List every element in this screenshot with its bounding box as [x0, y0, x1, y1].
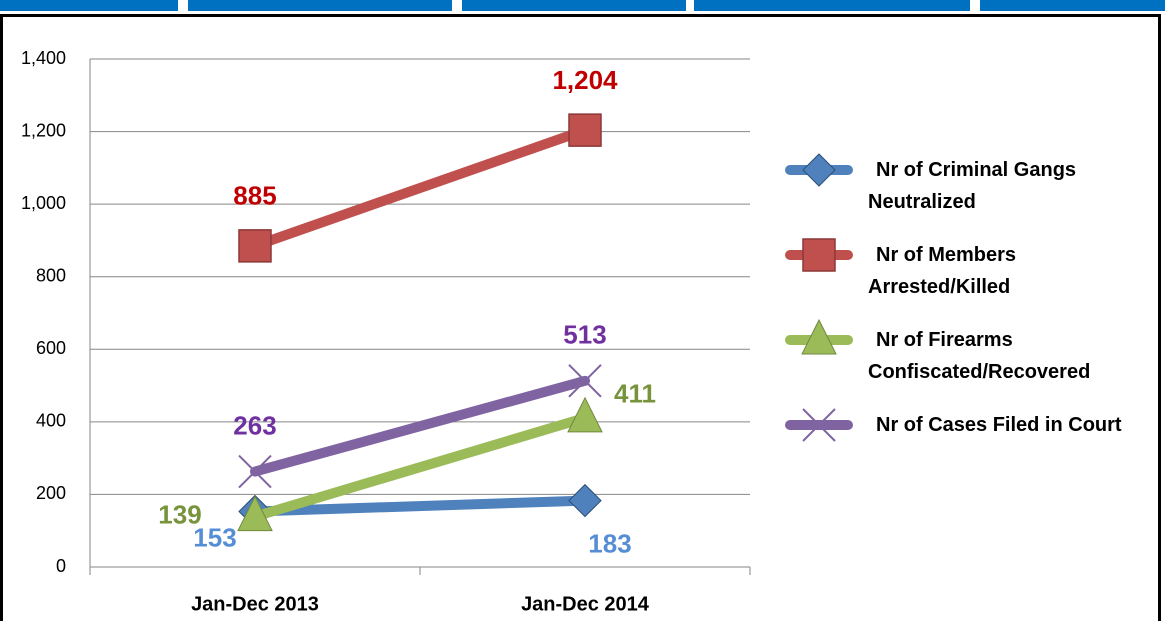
y-tick-label: 1,400 [21, 48, 66, 68]
series-line [250, 375, 590, 477]
series-line [250, 495, 590, 517]
legend-label: Nr of Cases Filed in Court [876, 414, 1122, 436]
tab [462, 0, 686, 11]
x-tick-label: Jan-Dec 2014 [521, 593, 650, 615]
tab [694, 0, 970, 11]
marker [237, 495, 273, 532]
data-label: 1,204 [552, 65, 618, 95]
data-label: 513 [563, 320, 606, 350]
marker [238, 229, 272, 263]
data-label: 411 [614, 379, 656, 409]
legend-label: Nr of Members Arrested/Killed [868, 244, 1017, 298]
y-tick-label: 800 [36, 265, 66, 285]
marker [802, 408, 836, 442]
chart-frame [0, 14, 1161, 621]
tab [0, 0, 178, 11]
marker [802, 238, 836, 272]
marker [568, 113, 602, 147]
data-label: 885 [233, 181, 276, 211]
data-label: 139 [158, 499, 201, 529]
data-label: 183 [588, 528, 631, 558]
x-tick-label: Jan-Dec 2013 [191, 593, 319, 615]
data-label: 263 [233, 410, 276, 440]
marker [238, 454, 272, 489]
marker [568, 364, 602, 398]
y-tick-label: 1,000 [21, 193, 66, 213]
marker [801, 318, 837, 355]
series-line [250, 125, 590, 251]
tab [188, 0, 452, 11]
marker [567, 396, 603, 433]
legend-label: Nr of Firearms Confiscated/Recovered [868, 329, 1091, 383]
legend-label: Nr of Criminal Gangs Neutralized [868, 159, 1077, 213]
data-label: 153 [193, 522, 236, 552]
tab [980, 0, 1165, 11]
series-line [250, 412, 590, 522]
y-tick-label: 200 [36, 483, 66, 503]
y-tick-label: 400 [36, 411, 66, 431]
marker [802, 153, 836, 187]
y-tick-label: 600 [36, 338, 66, 358]
marker [568, 483, 602, 518]
y-tick-label: 1,200 [21, 120, 66, 140]
y-tick-label: 0 [56, 556, 66, 576]
